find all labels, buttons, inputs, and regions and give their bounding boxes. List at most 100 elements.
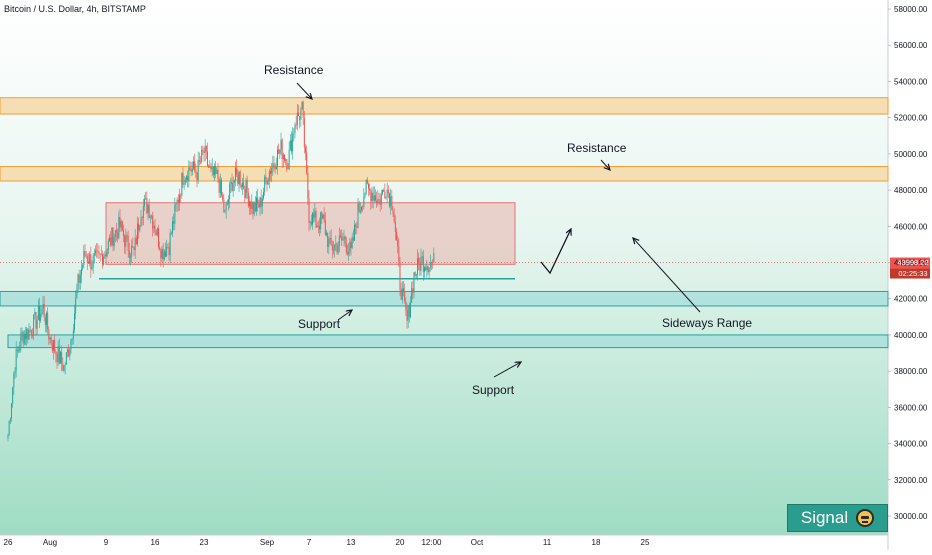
- support-mid-arrow: [337, 310, 352, 321]
- candle-body: [23, 333, 25, 344]
- support-mid-label: Support: [298, 317, 341, 331]
- candle: [357, 198, 359, 229]
- candle-body: [204, 145, 206, 153]
- candle-body: [384, 191, 386, 198]
- candle: [184, 177, 186, 186]
- candle-body: [401, 288, 403, 300]
- candle-body: [146, 198, 148, 213]
- candle: [324, 212, 326, 237]
- candle: [114, 229, 116, 243]
- candle-body: [254, 202, 256, 212]
- candle: [240, 183, 242, 190]
- candle: [310, 214, 312, 227]
- candle-body: [313, 213, 315, 218]
- candle-body: [315, 211, 317, 228]
- candle-body: [363, 196, 365, 208]
- candle-body: [400, 289, 402, 300]
- candle-body: [368, 183, 369, 189]
- candle: [254, 196, 256, 213]
- plot-background: [0, 0, 888, 535]
- candle: [42, 295, 44, 316]
- signal-badge[interactable]: Signal: [787, 504, 888, 532]
- candle: [50, 334, 52, 346]
- candle: [68, 344, 70, 358]
- candle: [156, 227, 158, 237]
- candle: [160, 248, 162, 267]
- candle-body: [121, 221, 123, 231]
- candle-body: [149, 216, 151, 218]
- candle-body: [190, 169, 192, 172]
- candle: [194, 153, 196, 173]
- candle: [278, 143, 280, 155]
- candle: [348, 242, 350, 261]
- candle-body: [348, 251, 350, 254]
- time-tick-label: Sep: [260, 538, 275, 547]
- candle: [25, 326, 26, 346]
- sideways-range-label: Sideways Range: [662, 316, 752, 330]
- candle-body: [126, 235, 128, 236]
- candle-body: [197, 159, 199, 181]
- candle: [111, 227, 113, 247]
- candle: [316, 221, 318, 228]
- candle: [420, 248, 422, 276]
- candle-body: [319, 225, 320, 230]
- resistance-mid-label: Resistance: [567, 141, 627, 155]
- price-axis[interactable]: 58000.00 56000.00 54000.00 52000.00 50000.00…: [888, 5, 928, 521]
- candle: [392, 205, 394, 217]
- candle-body: [64, 364, 66, 366]
- support-zone-3: [0, 290, 889, 307]
- time-scale-background: [0, 535, 888, 550]
- candle: [81, 260, 82, 284]
- resistance-mid-arrow: [600, 159, 610, 170]
- candle-body: [403, 288, 404, 292]
- candle: [30, 329, 32, 339]
- candle-body: [102, 254, 103, 265]
- candle: [326, 229, 327, 237]
- candle-body: [383, 190, 385, 192]
- candle-body: [357, 203, 359, 228]
- candle-body: [427, 266, 429, 273]
- candle: [378, 192, 380, 205]
- candle-body: [63, 365, 65, 371]
- candle: [342, 232, 344, 242]
- candle-body: [77, 274, 79, 291]
- candle-body: [299, 116, 301, 120]
- candle-body: [131, 245, 133, 257]
- candle-body: [167, 247, 169, 248]
- resistance-zone-1: [0, 166, 889, 182]
- candle: [393, 208, 395, 224]
- price-tick-label: 38000.00: [894, 367, 928, 376]
- candle: [418, 252, 420, 271]
- candle: [272, 155, 274, 177]
- candle: [166, 239, 168, 258]
- candle: [54, 334, 56, 354]
- candle: [341, 229, 343, 247]
- candle-body: [224, 209, 226, 212]
- candle: [250, 200, 252, 215]
- candle-body: [265, 176, 267, 179]
- candle-body: [223, 199, 225, 212]
- candle: [44, 314, 46, 333]
- time-axis[interactable]: 26 Aug 9 16 23 Sep 7 13 20 12:00 Oct 11 18 25: [4, 538, 650, 547]
- candle: [303, 111, 305, 154]
- time-tick-label: 11: [543, 538, 552, 547]
- candle: [141, 216, 143, 226]
- candle: [11, 402, 12, 422]
- candle-body: [123, 230, 124, 237]
- candle: [274, 162, 276, 174]
- candle: [412, 281, 414, 300]
- candle: [8, 420, 10, 437]
- candle-body: [132, 245, 134, 248]
- resistance-top-arrow: [296, 82, 312, 99]
- candle: [371, 187, 373, 209]
- candle-body: [99, 253, 101, 255]
- candle-body: [239, 171, 241, 186]
- candle: [383, 188, 385, 192]
- candle: [86, 253, 88, 270]
- candle: [110, 231, 112, 247]
- candle-body: [114, 230, 116, 237]
- candle-body: [21, 331, 23, 334]
- candle-body: [111, 227, 113, 246]
